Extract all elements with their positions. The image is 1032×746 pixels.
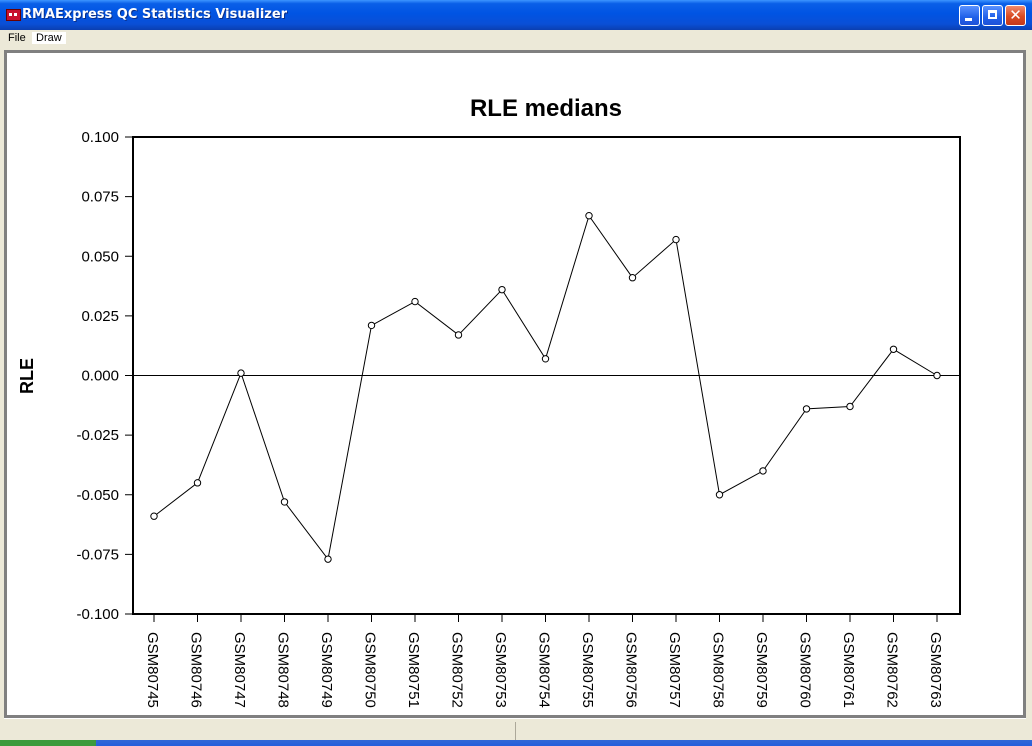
- menu-bar: File Draw: [0, 30, 1032, 47]
- x-tick-label: GSM80750: [362, 632, 379, 708]
- data-point: [454, 331, 463, 339]
- x-axis: GSM80745 GSM80746 GSM80747 GSM80748 GSM80749…: [144, 614, 944, 708]
- data-point: [759, 467, 767, 475]
- restore-button[interactable]: [982, 5, 1003, 26]
- y-tick-label: 0.100: [81, 129, 119, 146]
- x-tick-label: GSM80747: [231, 632, 248, 708]
- x-tick-label: GSM80763: [927, 632, 944, 708]
- data-point: [498, 285, 506, 294]
- rle-medians-chart: RLE medians RLE 0.100 0.075 0.050 0.025 0.00…: [17, 95, 961, 708]
- x-tick-label: GSM80756: [623, 632, 640, 708]
- y-axis-label: RLE: [17, 358, 37, 394]
- y-tick-label: -0.075: [76, 546, 119, 563]
- minimize-icon: [965, 18, 972, 21]
- y-tick-label: 0.025: [81, 308, 119, 325]
- x-tick-label: GSM80745: [144, 632, 161, 708]
- x-tick-label: GSM80751: [405, 632, 422, 708]
- data-point: [672, 235, 680, 244]
- x-tick-label: GSM80749: [318, 632, 335, 708]
- data-point: [933, 371, 941, 380]
- x-tick-label: GSM80753: [492, 632, 509, 708]
- x-tick-label: GSM80760: [797, 632, 814, 708]
- menu-file[interactable]: File: [8, 32, 26, 44]
- data-point: [541, 355, 550, 363]
- y-tick-label: -0.050: [76, 487, 119, 504]
- chart-area: RLE medians RLE 0.100 0.075 0.050 0.025 0.00…: [4, 50, 1026, 718]
- data-point: [237, 369, 245, 377]
- start-button[interactable]: [0, 740, 96, 746]
- x-tick-label: GSM80761: [840, 632, 857, 708]
- data-point: [367, 321, 376, 330]
- data-point: [324, 555, 332, 563]
- minimize-button[interactable]: [959, 5, 980, 26]
- x-tick-label: GSM80748: [275, 632, 292, 708]
- data-point: [193, 479, 202, 487]
- data-point: [715, 491, 724, 499]
- x-tick-label: GSM80758: [710, 632, 727, 708]
- app-icon: [6, 9, 21, 21]
- window-title: RMAExpress QC Statistics Visualizer: [22, 7, 288, 22]
- close-icon: ✕: [1009, 7, 1022, 24]
- data-point: [150, 512, 158, 520]
- taskbar: [0, 740, 1032, 746]
- data-point: [280, 498, 289, 506]
- restore-icon: [988, 10, 997, 19]
- y-tick-label: 0.075: [81, 189, 119, 206]
- title-bar[interactable]: RMAExpress QC Statistics Visualizer ✕: [0, 0, 1032, 30]
- x-tick-label: GSM80746: [188, 632, 205, 708]
- data-point: [411, 297, 419, 306]
- status-divider: [515, 722, 516, 740]
- x-tick-label: GSM80757: [666, 632, 683, 708]
- data-point: [802, 405, 811, 413]
- data-point: [889, 345, 898, 353]
- y-tick-label: 0.050: [81, 248, 119, 265]
- y-tick-label: -0.100: [76, 606, 119, 623]
- x-tick-label: GSM80759: [753, 632, 770, 708]
- data-points: [150, 212, 941, 563]
- x-tick-label: GSM80752: [449, 632, 466, 708]
- y-axis: 0.100 0.075 0.050 0.025 0.000 -0.025 -0.050 -0.…: [76, 129, 133, 623]
- chart-title: RLE medians: [470, 95, 622, 122]
- x-tick-label: GSM80755: [579, 632, 596, 708]
- x-tick-label: GSM80754: [536, 632, 553, 708]
- data-point: [628, 274, 637, 282]
- menu-draw[interactable]: Draw: [32, 32, 66, 44]
- y-tick-label: 0.000: [81, 368, 119, 385]
- close-button[interactable]: ✕: [1005, 5, 1026, 26]
- data-point: [585, 212, 593, 220]
- x-tick-label: GSM80762: [884, 632, 901, 708]
- data-point: [846, 402, 854, 411]
- series-line: [153, 214, 938, 561]
- y-tick-label: -0.025: [76, 427, 119, 444]
